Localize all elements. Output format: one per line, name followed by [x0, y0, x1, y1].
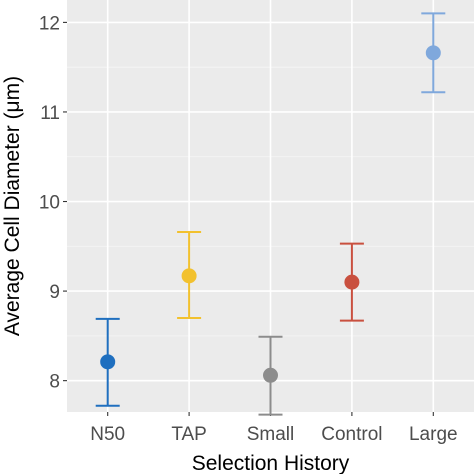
data-point — [100, 354, 116, 370]
x-tick-label: Control — [321, 424, 382, 445]
x-tick-label: TAP — [171, 424, 207, 445]
data-point — [344, 274, 360, 290]
x-axis-ticks: N50 TAP Small Control Large — [90, 412, 458, 445]
y-tick-label: 11 — [40, 103, 60, 124]
x-axis-title: Selection History — [192, 452, 350, 474]
data-point — [425, 45, 441, 61]
x-tick-label: Small — [247, 424, 295, 445]
data-point — [263, 367, 278, 383]
y-tick-label: 9 — [49, 282, 60, 303]
data-points — [100, 45, 441, 383]
y-axis-ticks: 8 9 10 11 12 — [39, 13, 67, 393]
y-tick-label: 10 — [39, 193, 60, 214]
x-tick-label: Large — [409, 424, 458, 445]
major-grid — [67, 0, 474, 412]
data-point — [181, 268, 197, 284]
y-tick-label: 12 — [39, 13, 60, 34]
x-tick-label: N50 — [90, 424, 125, 445]
y-tick-label: 8 — [49, 372, 60, 393]
y-axis-title: Average Cell Diameter (μm) — [1, 76, 24, 336]
